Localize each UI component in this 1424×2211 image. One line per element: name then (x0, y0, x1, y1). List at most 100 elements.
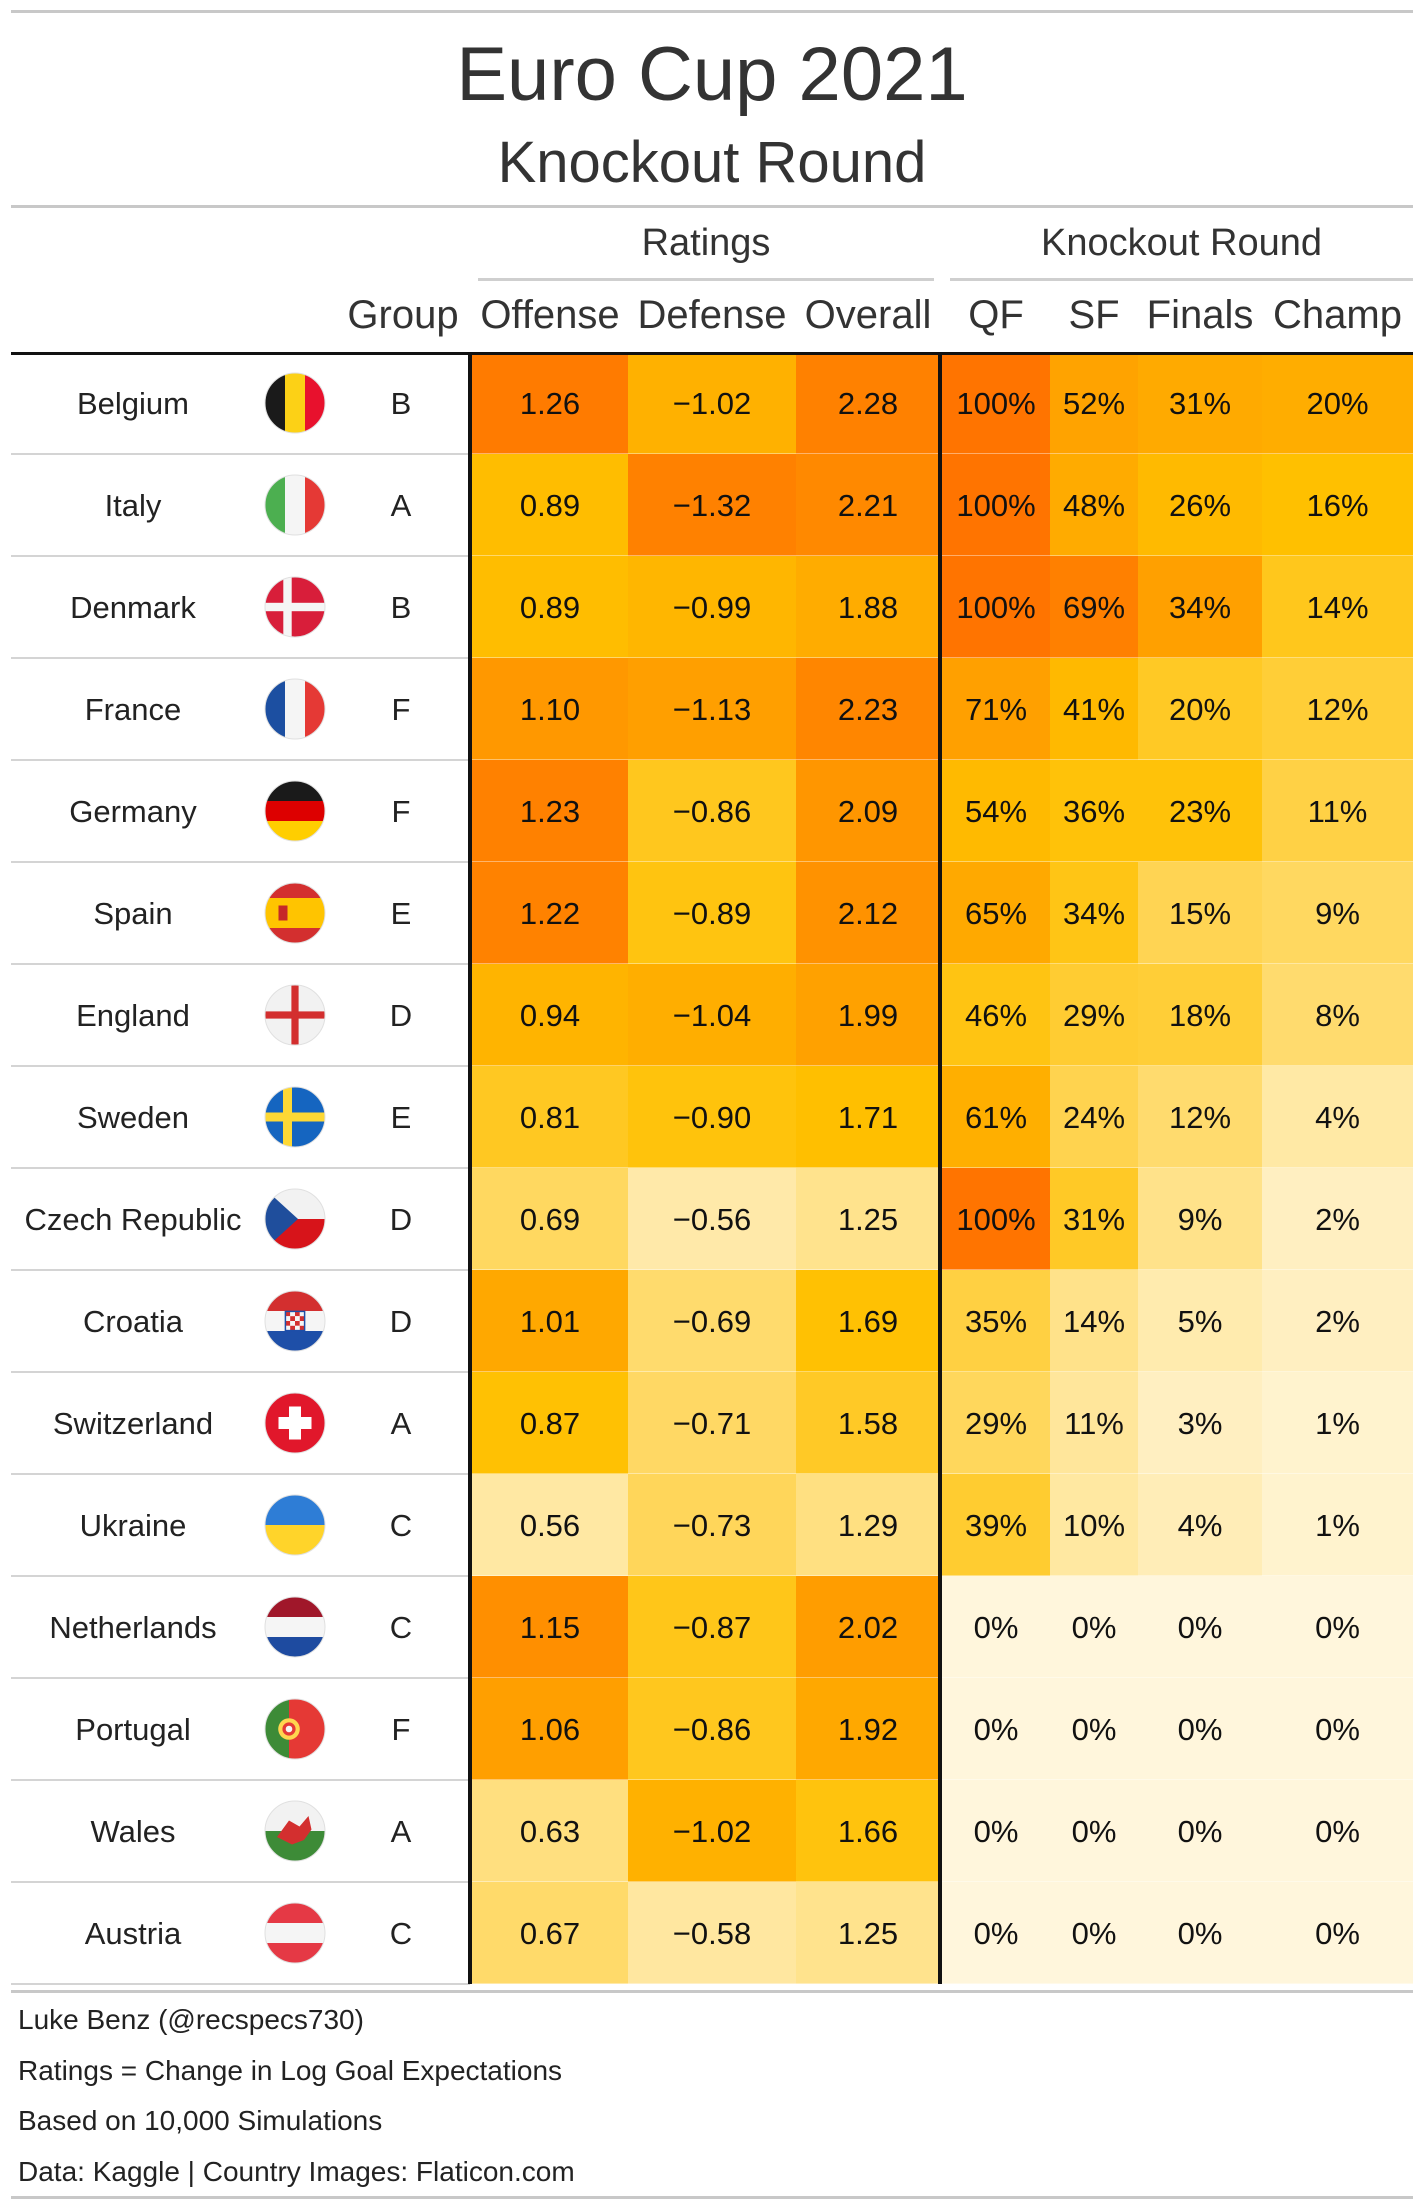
offense-cell (472, 1372, 628, 1474)
simulation-note: Based on 10,000 Simulations (18, 2105, 383, 2136)
overall-cell (796, 454, 940, 556)
defense-cell (628, 1678, 796, 1780)
finals-cell (1138, 964, 1262, 1066)
sf-value: 31% (1063, 1202, 1125, 1237)
sf-value: 0% (1072, 1916, 1117, 1951)
offense-value: 1.10 (520, 692, 580, 727)
group-value: C (390, 1508, 412, 1543)
defense-value: −0.58 (673, 1916, 751, 1951)
champ-cell (1262, 556, 1413, 658)
champ-cell (1262, 1372, 1413, 1474)
overall-cell (796, 1372, 940, 1474)
denmark-flag-icon (264, 576, 326, 638)
defense-value: −0.89 (673, 896, 751, 931)
group-value: A (391, 1406, 412, 1441)
qf-value: 39% (965, 1508, 1027, 1543)
overall-cell (796, 658, 940, 760)
offense-cell (472, 454, 628, 556)
overall-value: 2.09 (838, 794, 898, 829)
sf-cell (1050, 1270, 1138, 1372)
offense-value: 0.56 (520, 1508, 580, 1543)
table-row: 1.01 −0.69 1.69 35% 14% 5% 2% Croatia D (11, 1270, 1413, 1373)
qf-cell (942, 454, 1050, 556)
overall-value: 2.02 (838, 1610, 898, 1645)
defense-value: −0.86 (673, 1712, 751, 1747)
champ-value: 0% (1315, 1916, 1360, 1951)
chart-title: Euro Cup 2021 (456, 32, 968, 117)
defense-header: Defense (637, 293, 787, 337)
qf-value: 54% (965, 794, 1027, 829)
sf-value: 11% (1064, 1406, 1124, 1441)
finals-header: Finals (1146, 293, 1254, 337)
team-name: Portugal (75, 1712, 190, 1747)
overall-value: 2.28 (838, 386, 898, 421)
champ-value: 4% (1315, 1100, 1360, 1135)
offense-cell (472, 352, 628, 454)
group-value: F (392, 692, 411, 727)
defense-cell (628, 556, 796, 658)
offense-value: 0.63 (520, 1814, 580, 1849)
team-name: Netherlands (49, 1610, 216, 1645)
team-name: Spain (93, 896, 172, 931)
champ-cell (1262, 454, 1413, 556)
defense-value: −0.90 (673, 1100, 751, 1135)
defense-cell (628, 1168, 796, 1270)
qf-cell (942, 1576, 1050, 1678)
champ-cell (1262, 658, 1413, 760)
ratings-spanner: Ratings (478, 212, 934, 281)
defense-value: −0.71 (673, 1406, 751, 1441)
defense-cell (628, 1576, 796, 1678)
switzerland-flag-icon (264, 1392, 326, 1454)
team-name: Croatia (83, 1304, 184, 1339)
table-row: 0.94 −1.04 1.99 46% 29% 18% 8% England D (11, 964, 1413, 1067)
sf-value: 0% (1072, 1712, 1117, 1747)
champ-cell (1262, 964, 1413, 1066)
group-value: D (390, 1304, 412, 1339)
finals-cell (1138, 1066, 1262, 1168)
sf-value: 10% (1063, 1508, 1125, 1543)
finals-value: 31% (1169, 386, 1231, 421)
champ-value: 20% (1306, 386, 1368, 421)
sf-value: 52% (1063, 386, 1125, 421)
table-row: 1.22 −0.89 2.12 65% 34% 15% 9% Spain E (11, 862, 1413, 965)
austria-flag-icon (264, 1902, 326, 1964)
defense-cell (628, 1372, 796, 1474)
finals-cell (1138, 1576, 1262, 1678)
qf-value: 0% (974, 1610, 1019, 1645)
sf-value: 0% (1072, 1814, 1117, 1849)
team-name: Ukraine (80, 1508, 187, 1543)
offense-cell (472, 862, 628, 964)
finals-cell (1138, 556, 1262, 658)
overall-cell (796, 1678, 940, 1780)
defense-value: −0.99 (673, 590, 751, 625)
qf-cell (942, 862, 1050, 964)
defense-value: −1.32 (673, 488, 751, 523)
top-rule (11, 10, 1413, 13)
champ-value: 0% (1315, 1814, 1360, 1849)
group-value: D (390, 998, 412, 1033)
sf-cell (1050, 454, 1138, 556)
finals-value: 0% (1178, 1814, 1223, 1849)
champ-value: 16% (1306, 488, 1368, 523)
sf-value: 36% (1063, 794, 1125, 829)
table-row: 0.56 −0.73 1.29 39% 10% 4% 1% Ukraine C (11, 1474, 1413, 1577)
champ-cell (1262, 1270, 1413, 1372)
overall-value: 1.69 (838, 1304, 898, 1339)
offense-value: 1.15 (520, 1610, 580, 1645)
team-name: Belgium (77, 386, 189, 421)
champ-cell (1262, 1678, 1413, 1780)
sf-cell (1050, 964, 1138, 1066)
team-name: England (76, 998, 190, 1033)
sf-cell (1050, 1066, 1138, 1168)
offense-value: 0.81 (520, 1100, 580, 1135)
defense-value: −0.69 (673, 1304, 751, 1339)
team-name: Switzerland (53, 1406, 213, 1441)
champ-cell (1262, 1576, 1413, 1678)
table-row: 0.81 −0.90 1.71 61% 24% 12% 4% Sweden E (11, 1066, 1413, 1169)
finals-value: 15% (1169, 896, 1231, 931)
overall-cell (796, 1780, 940, 1882)
offense-value: 0.89 (520, 488, 580, 523)
defense-value: −0.86 (673, 794, 751, 829)
qf-cell (942, 1168, 1050, 1270)
champ-value: 9% (1315, 896, 1360, 931)
